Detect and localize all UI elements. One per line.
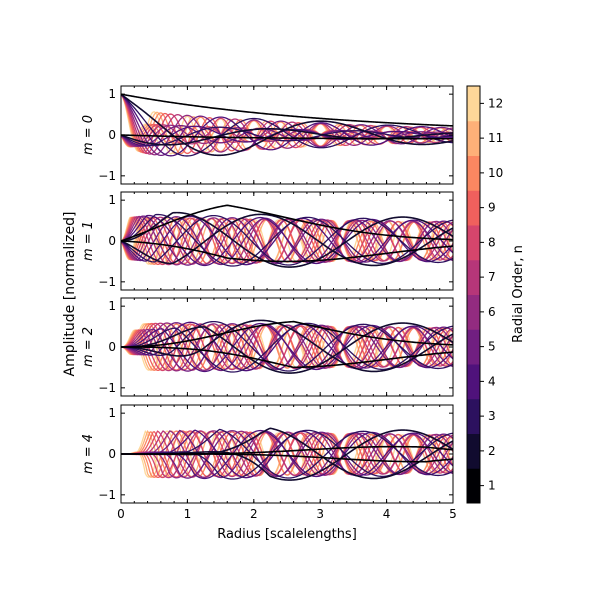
y-tick-label: −1 (98, 381, 116, 395)
colorbar-tick-label: 6 (488, 305, 496, 319)
series-line-n4-cos (121, 93, 453, 157)
series-line-n6-cos (121, 93, 453, 156)
series-line-n3-sin (121, 214, 453, 266)
y-tick-label: 1 (108, 299, 116, 313)
panel-label-m4: m = 4 (81, 434, 96, 474)
colorbar-segment (467, 155, 480, 191)
x-tick-label: 2 (250, 507, 258, 521)
curves-m4 (121, 427, 453, 481)
series-line-n2-sin (121, 319, 453, 373)
colorbar-segment (467, 329, 480, 365)
series-line-n1-sin (121, 453, 453, 463)
x-tick-label: 5 (449, 507, 457, 521)
series-line-n3-cos (121, 213, 453, 267)
colorbar-tick-label: 4 (488, 374, 496, 388)
colorbar-segment (467, 225, 480, 261)
y-tick-label: 0 (108, 340, 116, 354)
series-line-n3-cos (121, 322, 453, 373)
y-tick-label: 1 (108, 193, 116, 207)
colorbar-segment (467, 433, 480, 469)
y-axis-label: Amplitude [normalized] (62, 212, 78, 377)
panel-label-m1: m = 1 (81, 221, 96, 261)
colorbar-tick-label: 3 (488, 409, 496, 423)
series-line-n1-cos (121, 320, 453, 348)
panel-m0: m = 0 (81, 85, 454, 185)
series-line-n1-sin (121, 346, 453, 369)
series-line-n5-cos (121, 93, 453, 157)
colorbar-segment (467, 468, 480, 504)
series-line-n2-cos (121, 322, 453, 374)
x-tick-label: 1 (184, 507, 192, 521)
panel-label-m2: m = 2 (81, 327, 96, 367)
panel-m2: m = 2 (81, 297, 454, 397)
panel-m1: m = 1 (81, 191, 454, 291)
colorbar-segment (467, 398, 480, 434)
colorbar-tick-label: 2 (488, 444, 496, 458)
y-tick-label: 0 (108, 447, 116, 461)
colorbar-tick-label: 12 (488, 96, 503, 110)
series-line-n1-cos (121, 204, 453, 242)
colorbar-tick-label: 11 (488, 131, 503, 145)
y-tick-label: −1 (98, 169, 116, 183)
series-line-n3-cos (121, 93, 453, 157)
y-tick-label: −1 (98, 488, 116, 502)
series-line-n2-sin (121, 213, 453, 267)
colorbar-tick-label: 9 (488, 201, 496, 215)
panel-label-m0: m = 0 (81, 115, 96, 155)
curves-m1 (121, 204, 453, 268)
colorbar-segment (467, 190, 480, 226)
colorbar-tick-label: 5 (488, 340, 496, 354)
colorbar-frame (466, 85, 481, 504)
y-tick-label: 0 (108, 234, 116, 248)
series-line-n1-sin (121, 240, 453, 263)
colorbar-segments (467, 86, 480, 504)
colorbar-segment (467, 364, 480, 400)
series-line-n2-cos (121, 93, 453, 157)
colorbar-segment (467, 259, 480, 295)
x-tick-label: 4 (383, 507, 391, 521)
x-tick-label: 0 (117, 507, 125, 521)
x-tick-label: 3 (316, 507, 324, 521)
y-tick-label: 0 (108, 128, 116, 142)
y-tick-label: 1 (108, 406, 116, 420)
series-line-n1-cos (121, 93, 453, 127)
panel-m4: m = 4 (81, 404, 454, 504)
colorbar-segment (467, 120, 480, 156)
colorbar-segment (467, 86, 480, 122)
y-tick-label: −1 (98, 275, 116, 289)
curves-m2 (121, 319, 453, 374)
series-line-n1-sin (121, 134, 453, 140)
colorbar-label: Radial Order, n (511, 245, 526, 343)
colorbar-tick-label: 8 (488, 235, 496, 249)
series-line-n2-sin (121, 127, 453, 146)
curves-m0 (121, 93, 453, 157)
colorbar-tick-label: 10 (488, 166, 503, 180)
y-tick-label: 1 (108, 87, 116, 101)
colorbar-tick-label: 1 (488, 479, 496, 493)
series-line-n2-cos (121, 211, 453, 268)
colorbar-tick-label: 7 (488, 270, 496, 284)
x-axis-label: Radius [scalelengths] (217, 527, 357, 542)
series-line-n3-cos (121, 429, 453, 480)
series-line-n3-sin (121, 126, 453, 147)
colorbar-segment (467, 294, 480, 330)
